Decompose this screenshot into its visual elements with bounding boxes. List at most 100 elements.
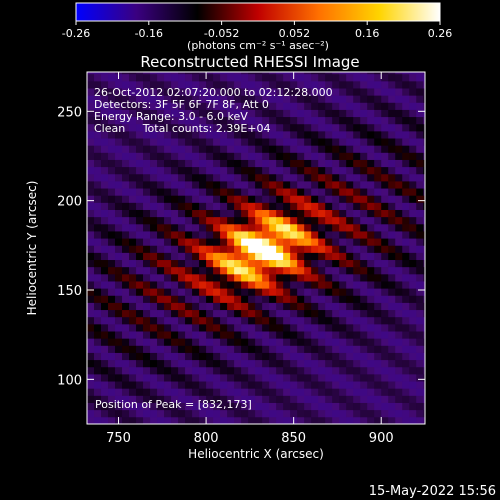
heatmap-cell [297, 281, 305, 289]
heatmap-cell [255, 273, 263, 282]
heatmap-cell [255, 295, 263, 303]
heatmap-cell [129, 245, 137, 253]
heatmap-cell [402, 281, 410, 289]
heatmap-cell [199, 80, 207, 89]
heatmap-cell [346, 73, 354, 82]
heatmap-cell [241, 331, 249, 339]
heatmap-cell [325, 281, 333, 289]
heatmap-cell [136, 109, 144, 118]
heatmap-cell [311, 231, 319, 239]
heatmap-cell [248, 416, 256, 424]
heatmap-cell [325, 316, 333, 325]
heatmap-cell [129, 331, 137, 339]
heatmap-cell [353, 252, 361, 261]
heatmap-cell [423, 80, 425, 89]
heatmap-cell [143, 352, 151, 361]
heatmap-cell [374, 73, 382, 82]
heatmap-cell [374, 88, 382, 96]
heatmap-cell [283, 159, 291, 168]
heatmap-cell [185, 366, 193, 375]
colorbar-unit-label: (photons cm⁻² s⁻¹ asec⁻²) [187, 39, 329, 52]
heatmap-cell [416, 402, 424, 411]
heatmap-cell [388, 223, 396, 232]
heatmap-cell [143, 381, 151, 389]
heatmap-cell [255, 202, 263, 210]
heatmap-cell [248, 366, 256, 375]
heatmap-cell [402, 88, 410, 96]
heatmap-cell [157, 102, 165, 110]
heatmap-cell [297, 323, 305, 332]
heatmap-cell [157, 295, 165, 303]
heatmap-cell [213, 195, 221, 203]
heatmap-cell [388, 166, 396, 175]
heatmap-cell [192, 116, 200, 125]
heatmap-cell [339, 123, 347, 132]
heatmap-cell [409, 352, 417, 361]
heatmap-cell [332, 202, 340, 210]
heatmap-cell [87, 288, 95, 296]
heatmap-cell [150, 72, 158, 75]
heatmap-cell [164, 338, 172, 346]
heatmap-cell [143, 123, 151, 132]
heatmap-cell [276, 195, 284, 203]
heatmap-cell [381, 252, 389, 261]
heatmap-cell [164, 95, 172, 103]
heatmap-cell [108, 95, 116, 103]
heatmap-cell [269, 202, 277, 210]
heatmap-cell [325, 259, 333, 268]
heatmap-cell [108, 180, 116, 189]
heatmap-cell [192, 102, 200, 110]
heatmap-cell [199, 145, 207, 153]
heatmap-cell [227, 288, 235, 296]
heatmap-cell [87, 395, 95, 403]
heatmap-cell [115, 288, 123, 296]
heatmap-cell [276, 323, 284, 332]
heatmap-cell [374, 402, 382, 411]
heatmap-cell [353, 323, 361, 332]
heatmap-cell [402, 259, 410, 268]
heatmap-cell [192, 173, 200, 182]
heatmap-cell [199, 373, 207, 382]
heatmap-cell [234, 223, 242, 232]
heatmap-cell [206, 402, 214, 411]
heatmap-cell [185, 72, 193, 75]
heatmap-cell [276, 309, 284, 318]
heatmap-cell [353, 223, 361, 232]
heatmap-cell [206, 223, 214, 232]
heatmap-cell [150, 359, 158, 368]
heatmap-cell [171, 195, 179, 203]
heatmap-cell [164, 302, 172, 311]
heatmap-cell [115, 95, 123, 103]
heatmap-cell [136, 359, 144, 368]
heatmap-cell [353, 316, 361, 325]
heatmap-cell [290, 373, 298, 382]
heatmap-cell [353, 373, 361, 382]
heatmap-cell [87, 266, 95, 275]
heatmap-cell [311, 88, 319, 96]
heatmap-cell [101, 88, 109, 96]
heatmap-cell [388, 138, 396, 146]
heatmap-cell [248, 288, 256, 296]
heatmap-cell [241, 409, 249, 418]
heatmap-cell [115, 302, 123, 311]
heatmap-cell [227, 145, 235, 153]
heatmap-cell [213, 173, 221, 182]
heatmap-cell [332, 402, 340, 411]
heatmap-cell [87, 80, 95, 89]
heatmap-cell [395, 145, 403, 153]
heatmap-cell [269, 409, 277, 418]
heatmap-cell [367, 173, 375, 182]
heatmap-cell [213, 316, 221, 325]
heatmap-cell [262, 159, 270, 168]
heatmap-cell [374, 223, 382, 232]
heatmap-cell [199, 73, 207, 82]
heatmap-cell [269, 359, 277, 368]
heatmap-cell [255, 252, 263, 261]
heatmap-cell [241, 309, 249, 318]
heatmap-cell [304, 323, 312, 332]
heatmap-cell [339, 323, 347, 332]
heatmap-cell [87, 72, 95, 75]
heatmap-cell [115, 102, 123, 110]
heatmap-cell [283, 188, 291, 196]
heatmap-cell [234, 180, 242, 189]
